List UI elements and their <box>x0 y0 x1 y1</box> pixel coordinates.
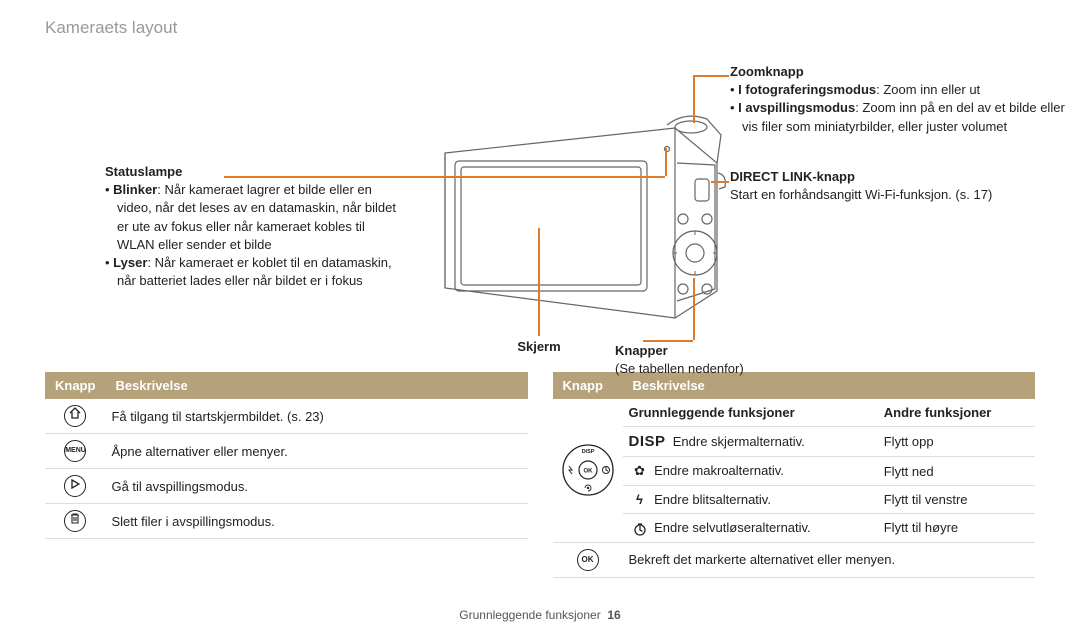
sub-header-row: OK DISP Grunnleggende funksjoner <box>553 399 1036 427</box>
r0-basic: Endre skjermalternativ. <box>673 434 805 449</box>
ok-icon: OK <box>577 549 599 571</box>
timer-icon <box>629 520 651 536</box>
right-table-col: Knapp Beskrivelse OK DISP <box>553 372 1036 578</box>
zoomknapp-b1: I avspillingsmodus <box>738 100 855 115</box>
ok-desc: Bekreft det markerte alternativet eller … <box>623 542 1036 577</box>
table-row: Få tilgang til startskjermbildet. (s. 23… <box>45 399 528 434</box>
svg-text:DISP: DISP <box>581 449 594 455</box>
home-icon <box>64 405 86 427</box>
left-table: Knapp Beskrivelse Få tilgang til startsk… <box>45 372 528 539</box>
menu-icon: MENU <box>64 440 86 462</box>
play-icon <box>64 475 86 497</box>
right-hdr-knapp: Knapp <box>553 372 623 399</box>
footer-page: 16 <box>607 608 620 622</box>
table-row: Slett filer i avspillingsmodus. <box>45 504 528 539</box>
skjerm-title: Skjerm <box>517 339 560 354</box>
page-footer: Grunnleggende funksjoner 16 <box>0 608 1080 622</box>
callout-knapper: Knapper (Se tabellen nedenfor) <box>615 342 815 378</box>
left-desc-3: Slett filer i avspillingsmodus. <box>105 504 527 539</box>
left-desc-2: Gå til avspillingsmodus. <box>105 469 527 504</box>
r2-basic: Endre blitsalternativ. <box>654 492 771 507</box>
zoomknapp-t0: : Zoom inn eller ut <box>876 82 980 97</box>
table-row: ϟ Endre blitsalternativ. Flytt til venst… <box>553 486 1036 514</box>
subhdr-basic: Grunnleggende funksjoner <box>623 399 878 427</box>
r3-other: Flytt til høyre <box>878 514 1035 543</box>
zoomknapp-b0: I fotograferingsmodus <box>738 82 876 97</box>
knapper-text: (Se tabellen nedenfor) <box>615 361 744 376</box>
r0-other: Flytt opp <box>878 427 1035 457</box>
statuslampe-t0: : Når kameraet lagrer et bilde eller en … <box>117 182 396 252</box>
left-desc-1: Åpne alternativer eller menyer. <box>105 434 527 469</box>
left-table-col: Knapp Beskrivelse Få tilgang til startsk… <box>45 372 528 578</box>
statuslampe-b1: Lyser <box>113 255 147 270</box>
page-title: Kameraets layout <box>45 18 1035 38</box>
statuslampe-t1: : Når kameraet er koblet til en datamask… <box>117 255 392 288</box>
trash-icon <box>64 510 86 532</box>
statuslampe-b0: Blinker <box>113 182 157 197</box>
footer-prefix: Grunnleggende funksjoner <box>459 608 600 622</box>
disp-icon: DISP <box>629 433 666 450</box>
callout-directlink: DIRECT LINK-knapp Start en forhåndsangit… <box>730 168 1080 204</box>
callout-zoomknapp: Zoomknapp I fotograferingsmodus: Zoom in… <box>730 63 1080 136</box>
svg-text:OK: OK <box>583 469 593 475</box>
flower-icon: ✿ <box>629 463 651 479</box>
camera-illustration <box>425 93 735 333</box>
right-table: Knapp Beskrivelse OK DISP <box>553 372 1036 578</box>
table-row: Gå til avspillingsmodus. <box>45 469 528 504</box>
directlink-title: DIRECT LINK-knapp <box>730 169 855 184</box>
r1-basic: Endre makroalternativ. <box>654 463 784 478</box>
statuslampe-title: Statuslampe <box>105 164 182 179</box>
nav-pad-icon: OK DISP <box>561 443 615 497</box>
flash-icon: ϟ <box>629 492 651 507</box>
callout-skjerm: Skjerm <box>509 338 569 356</box>
directlink-text: Start en forhåndsangitt Wi-Fi-funksjon. … <box>730 187 992 202</box>
r1-other: Flytt ned <box>878 457 1035 486</box>
r3-basic: Endre selvutløseralternativ. <box>654 520 811 535</box>
table-row: Endre selvutløseralternativ. Flytt til h… <box>553 514 1036 543</box>
callout-statuslampe: Statuslampe Blinker: Når kameraet lagrer… <box>105 163 405 290</box>
zoomknapp-title: Zoomknapp <box>730 64 804 79</box>
left-desc-0: Få tilgang til startskjermbildet. (s. 23… <box>105 399 527 434</box>
knapper-title: Knapper <box>615 343 668 358</box>
table-row: DISP Endre skjermalternativ. Flytt opp <box>553 427 1036 457</box>
left-hdr-knapp: Knapp <box>45 372 105 399</box>
table-row: MENU Åpne alternativer eller menyer. <box>45 434 528 469</box>
r2-other: Flytt til venstre <box>878 486 1035 514</box>
left-hdr-besk: Beskrivelse <box>105 372 527 399</box>
camera-diagram: Statuslampe Blinker: Når kameraet lagrer… <box>45 48 1035 368</box>
table-row: OK Bekreft det markerte alternativet ell… <box>553 542 1036 577</box>
subhdr-other: Andre funksjoner <box>878 399 1035 427</box>
tables-row: Knapp Beskrivelse Få tilgang til startsk… <box>45 372 1035 578</box>
table-row: ✿ Endre makroalternativ. Flytt ned <box>553 457 1036 486</box>
